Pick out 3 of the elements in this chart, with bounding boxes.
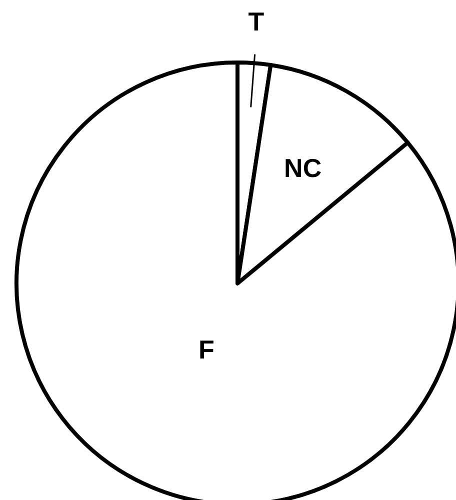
slice-label: F	[198, 334, 214, 364]
slice-label: T	[248, 6, 264, 37]
slice-label: NC	[284, 153, 322, 184]
